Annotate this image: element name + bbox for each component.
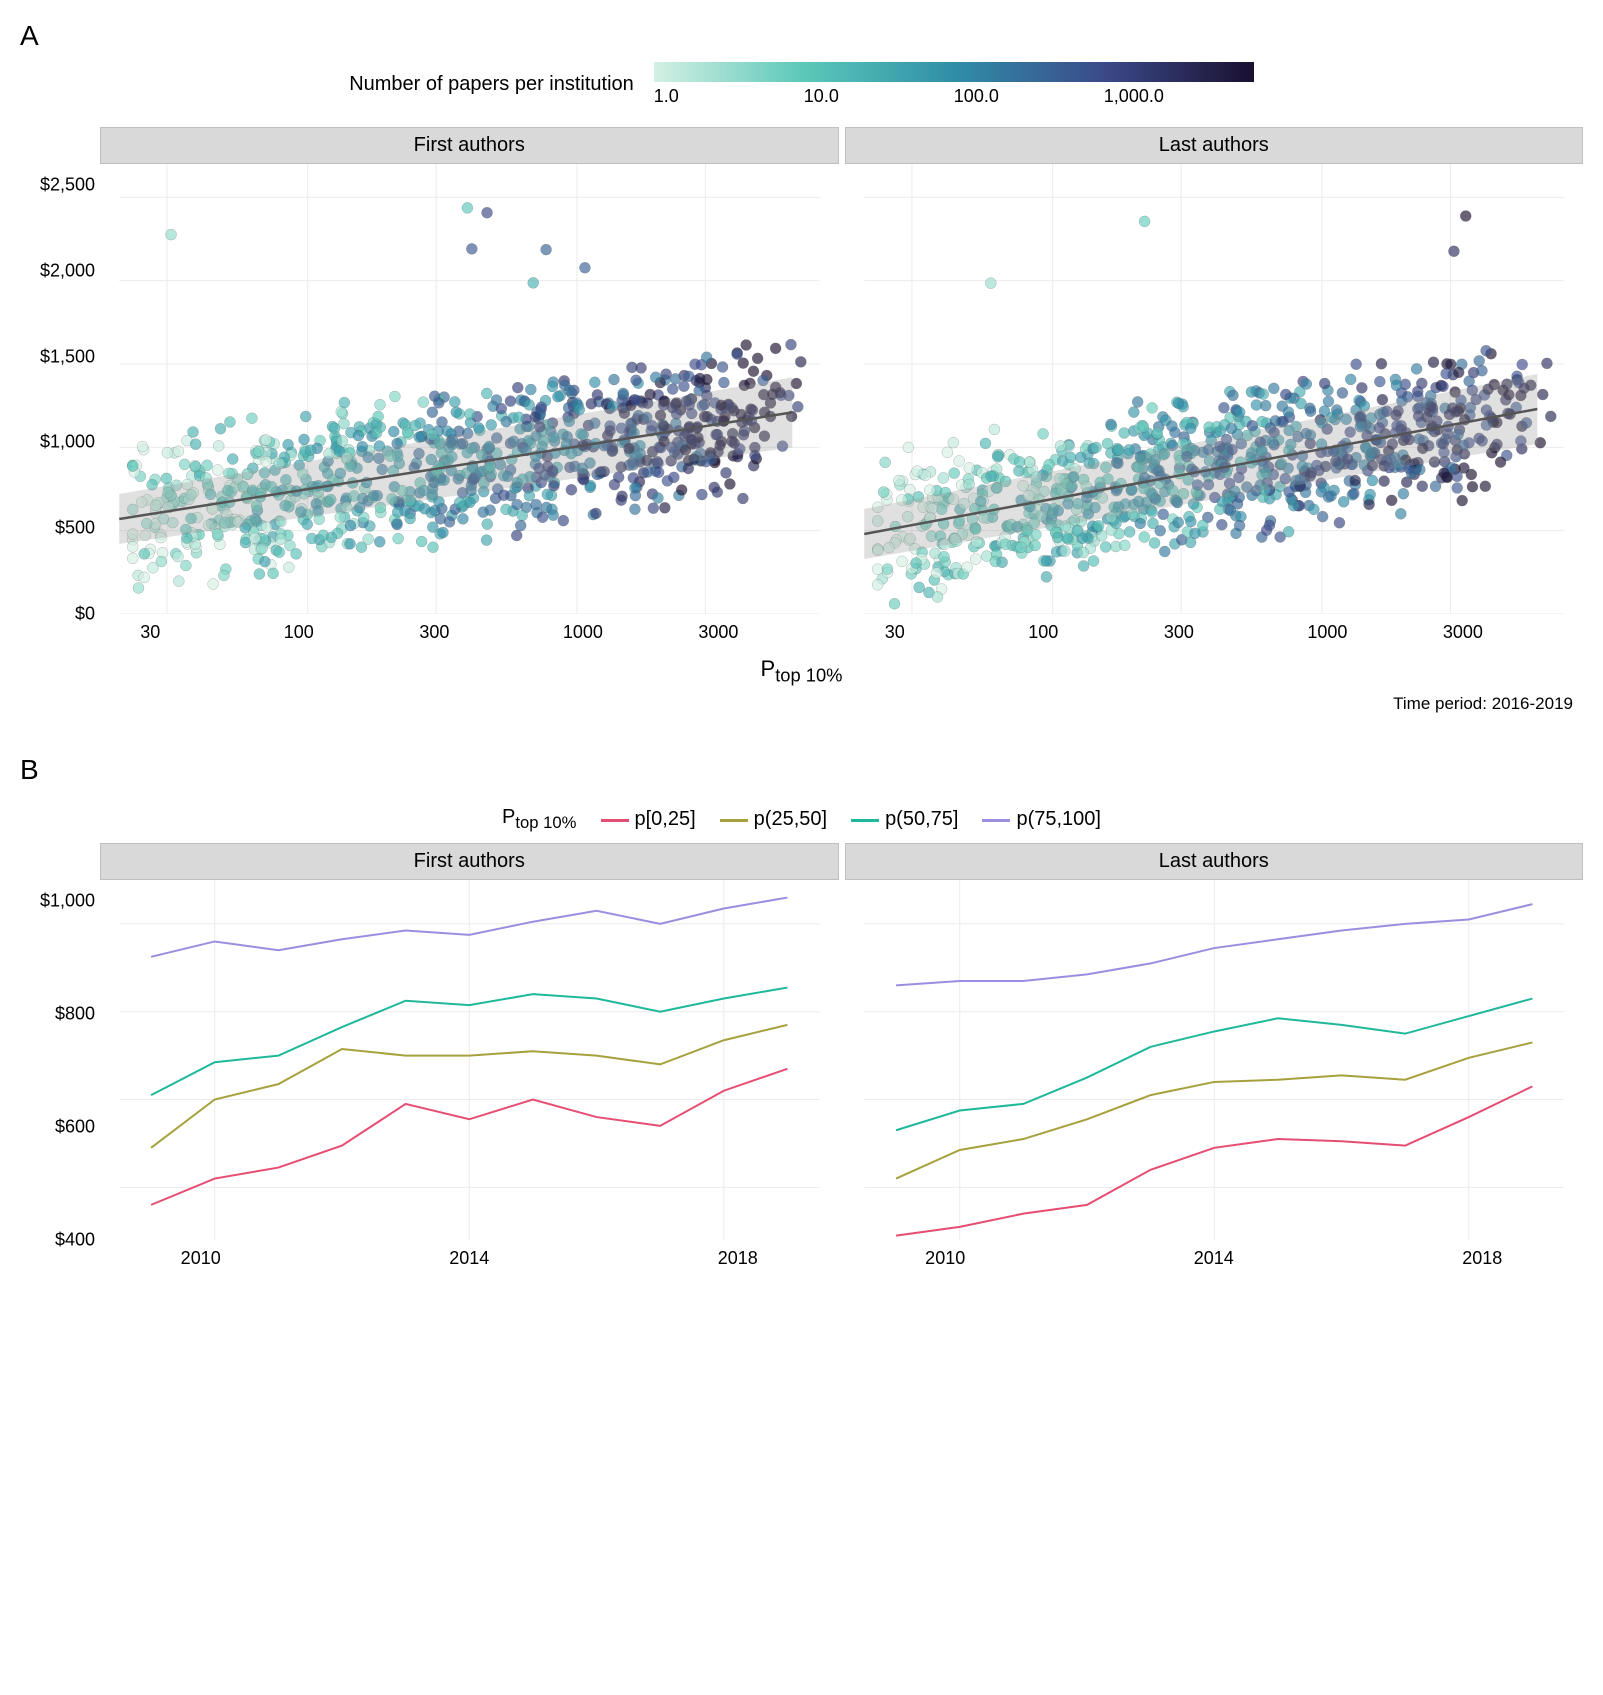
colorbar-legend: Number of papers per institution 1.010.0… <box>20 62 1583 107</box>
x-tick: 3000 <box>698 622 738 643</box>
y-tick: $1,000 <box>20 891 95 912</box>
legend-item: p(25,50] <box>720 808 827 831</box>
legend-label: p(50,75] <box>885 808 958 830</box>
x-tick: 2010 <box>181 1248 221 1269</box>
x-axis: 2010 2014 2018 <box>100 1248 839 1272</box>
y-tick: $0 <box>20 603 95 624</box>
panel-a-label: A <box>20 20 1583 52</box>
legend-label: p[0,25] <box>635 808 696 830</box>
legend-swatch <box>851 819 879 822</box>
scatter-plot <box>845 164 1584 614</box>
x-tick: 2014 <box>449 1248 489 1269</box>
facet-strip: First authors <box>100 127 839 164</box>
y-tick: $2,000 <box>20 260 95 281</box>
facet-strip: First authors <box>100 843 839 880</box>
legend-item: p(50,75] <box>851 808 958 831</box>
panel-b-label: B <box>20 754 1583 786</box>
colorbar-ticks: 1.010.0100.01,000.0 <box>654 86 1254 107</box>
x-tick: 3000 <box>1443 622 1483 643</box>
line-plot <box>845 880 1584 1240</box>
y-axis: $1,000$800$600$400 <box>20 880 95 1240</box>
y-tick: $500 <box>20 518 95 539</box>
colorbar <box>654 62 1254 82</box>
colorbar-tick: 1.0 <box>654 86 804 107</box>
x-tick: 2014 <box>1194 1248 1234 1269</box>
facet-strip: Last authors <box>845 127 1584 164</box>
panel-a-caption: Time period: 2016-2019 <box>20 694 1573 714</box>
x-axis: 30 100 300 1000 3000 <box>845 622 1584 646</box>
colorbar-title: Number of papers per institution <box>349 73 634 96</box>
legend-item: p(75,100] <box>982 808 1101 831</box>
panel-a-x-title: Ptop 10% <box>20 656 1583 686</box>
colorbar-tick: 100.0 <box>954 86 1104 107</box>
legend-label: p(25,50] <box>754 808 827 830</box>
y-tick: $800 <box>20 1004 95 1025</box>
x-tick: 100 <box>284 622 314 643</box>
legend-swatch <box>720 819 748 822</box>
y-tick: $600 <box>20 1117 95 1138</box>
colorbar-tick: 10.0 <box>804 86 954 107</box>
x-tick: 2018 <box>1462 1248 1502 1269</box>
x-tick: 2018 <box>718 1248 758 1269</box>
x-tick: 100 <box>1028 622 1058 643</box>
legend-swatch <box>982 819 1010 822</box>
x-tick: 300 <box>1164 622 1194 643</box>
y-tick: $400 <box>20 1230 95 1251</box>
legend-label: p(75,100] <box>1016 808 1101 830</box>
facet-strip: Last authors <box>845 843 1584 880</box>
scatter-plot <box>100 164 839 614</box>
y-axis: $2,500$2,000$1,500$1,000$500$0 <box>20 164 95 614</box>
x-tick: 1000 <box>563 622 603 643</box>
colorbar-tick: 1,000.0 <box>1104 86 1254 107</box>
line-plot <box>100 880 839 1240</box>
x-tick: 1000 <box>1307 622 1347 643</box>
x-tick: 30 <box>140 622 160 643</box>
y-tick: $2,500 <box>20 175 95 196</box>
x-tick: 30 <box>885 622 905 643</box>
x-axis: 30 100 300 1000 3000 <box>100 622 839 646</box>
x-tick: 2010 <box>925 1248 965 1269</box>
x-axis: 2010 2014 2018 <box>845 1248 1584 1272</box>
line-legend-title: Ptop 10% <box>502 806 576 833</box>
legend-item: p[0,25] <box>601 808 696 831</box>
legend-swatch <box>601 819 629 822</box>
line-legend: Ptop 10% p[0,25] p(25,50] p(50,75] p(75,100] <box>20 806 1583 833</box>
y-tick: $1,500 <box>20 346 95 367</box>
x-tick: 300 <box>419 622 449 643</box>
y-tick: $1,000 <box>20 432 95 453</box>
